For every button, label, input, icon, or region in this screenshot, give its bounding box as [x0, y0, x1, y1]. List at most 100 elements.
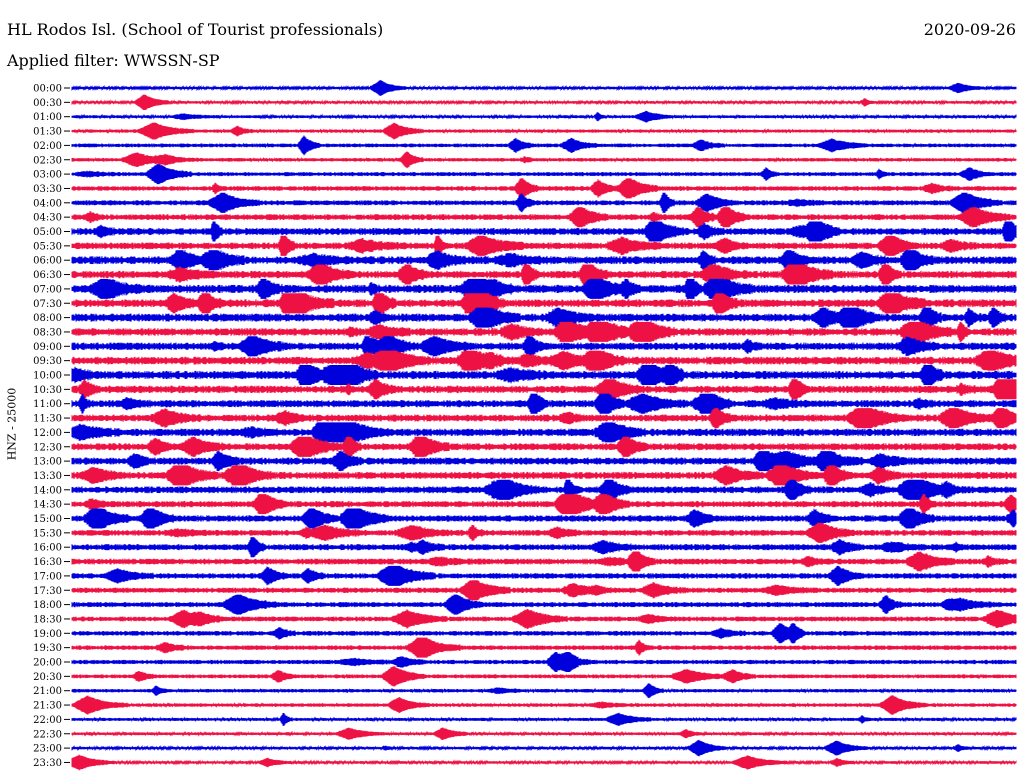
seismic-trace	[71, 727, 1017, 740]
seismic-trace	[71, 393, 1017, 414]
seismic-trace	[71, 422, 1017, 443]
record-date: 2020-09-26	[923, 20, 1016, 39]
time-label: 19:00	[33, 629, 62, 640]
seismic-trace	[71, 522, 1017, 543]
time-label: 22:30	[33, 729, 62, 740]
time-label: 14:30	[33, 500, 62, 511]
seismic-trace	[71, 508, 1017, 529]
seismic-trace	[71, 651, 1017, 673]
seismic-trace	[71, 436, 1017, 457]
seismic-trace	[71, 336, 1017, 357]
seismic-trace	[71, 80, 1017, 96]
time-label: 06:00	[33, 256, 62, 267]
seismic-trace	[71, 754, 1017, 771]
seismic-trace	[71, 451, 1017, 472]
time-label: 09:30	[33, 356, 62, 367]
seismic-trace	[71, 479, 1017, 500]
seismic-trace	[71, 94, 1017, 111]
time-label: 19:30	[33, 643, 62, 654]
time-label: 23:00	[33, 744, 62, 755]
time-label: 14:00	[33, 485, 62, 496]
seismic-trace	[71, 637, 1017, 658]
seismic-trace	[71, 164, 1017, 185]
seismic-trace	[71, 135, 1017, 156]
time-label: 15:30	[33, 528, 62, 539]
time-label: 17:30	[33, 586, 62, 597]
time-label: 22:00	[33, 715, 62, 726]
seismic-trace	[71, 307, 1017, 328]
time-label: 21:30	[33, 701, 62, 712]
time-label: 13:00	[33, 457, 62, 468]
seismic-trace	[71, 695, 1017, 715]
time-label: 02:00	[33, 141, 62, 152]
time-label: 12:30	[33, 442, 62, 453]
seismic-trace	[71, 565, 1017, 586]
time-label: 07:30	[33, 299, 62, 310]
seismic-trace	[71, 666, 1017, 687]
seismic-trace	[71, 235, 1017, 256]
time-label: 18:30	[33, 614, 62, 625]
seismic-trace	[71, 321, 1017, 342]
seismic-trace	[71, 221, 1017, 242]
time-label: 05:00	[33, 227, 62, 238]
seismic-trace	[71, 683, 1017, 699]
time-label: 08:30	[33, 327, 62, 338]
time-label: 18:00	[33, 600, 62, 611]
time-label: 16:00	[33, 543, 62, 554]
seismic-trace	[71, 151, 1017, 169]
time-label: 11:00	[33, 399, 62, 410]
time-label: 07:00	[33, 284, 62, 295]
seismic-trace	[71, 350, 1017, 371]
time-label: 13:30	[33, 471, 62, 482]
seismic-trace	[71, 408, 1017, 429]
time-label: 00:30	[33, 98, 62, 109]
seismic-trace	[71, 551, 1017, 572]
time-label: 02:30	[33, 155, 62, 166]
seismic-trace	[71, 293, 1017, 314]
time-label: 06:30	[33, 270, 62, 281]
seismic-trace	[71, 178, 1017, 199]
seismic-trace	[71, 364, 1017, 386]
seismic-trace	[71, 207, 1017, 228]
seismic-trace	[71, 594, 1017, 615]
time-label: 10:00	[33, 371, 62, 382]
time-label: 15:00	[33, 514, 62, 525]
time-label: 16:30	[33, 557, 62, 568]
time-label: 21:00	[33, 686, 62, 697]
time-label: 11:30	[33, 414, 62, 425]
seismic-trace	[71, 264, 1017, 285]
time-label: 10:30	[33, 385, 62, 396]
seismic-trace	[71, 379, 1017, 400]
seismic-trace	[71, 608, 1017, 629]
seismic-trace	[71, 192, 1017, 213]
seismic-trace	[71, 494, 1017, 515]
time-label: 01:00	[33, 112, 62, 123]
time-label: 04:30	[33, 213, 62, 224]
seismic-trace	[71, 739, 1017, 757]
seismic-trace	[71, 250, 1017, 271]
seismic-trace	[71, 278, 1017, 299]
time-label: 20:00	[33, 658, 62, 669]
seismic-trace	[71, 712, 1017, 727]
time-label: 23:30	[33, 758, 62, 769]
seismic-trace	[71, 580, 1017, 601]
time-label: 17:00	[33, 571, 62, 582]
seismic-trace	[71, 465, 1017, 486]
seismic-trace	[71, 110, 1017, 123]
time-label: 20:30	[33, 672, 62, 683]
time-label: 12:00	[33, 428, 62, 439]
time-label: 00:00	[33, 84, 62, 95]
time-label: 09:00	[33, 342, 62, 353]
time-label: 04:00	[33, 198, 62, 209]
time-label: 05:30	[33, 241, 62, 252]
seismic-trace	[71, 623, 1017, 644]
time-label: 03:30	[33, 184, 62, 195]
time-label: 03:00	[33, 170, 62, 181]
seismic-trace	[71, 537, 1017, 558]
time-label: 01:30	[33, 127, 62, 138]
time-label: 08:00	[33, 313, 62, 324]
station-title: HL Rodos Isl. (School of Tourist profess…	[7, 20, 384, 39]
seismic-trace	[71, 122, 1017, 140]
filter-label: Applied filter: WWSSN-SP	[7, 51, 220, 70]
